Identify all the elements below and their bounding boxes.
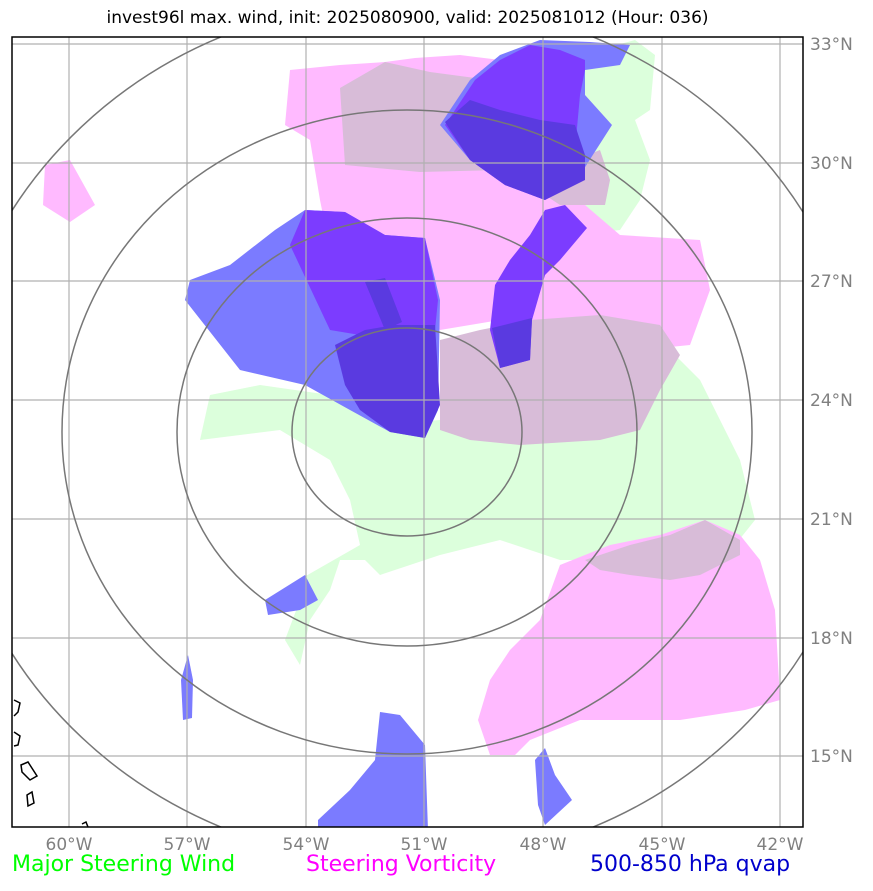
lat-tick-labels: 33°N 30°N 27°N 24°N 21°N 18°N 15°N	[810, 35, 853, 767]
lat-tick-label: 24°N	[810, 391, 853, 411]
qvap-region-south-east	[535, 748, 572, 825]
range-ring-3	[61, 109, 753, 755]
lat-tick-label: 30°N	[810, 154, 853, 174]
legend-vorticity: Steering Vorticity	[306, 852, 497, 877]
lat-tick-label: 27°N	[810, 272, 853, 292]
qvap-region-south	[318, 712, 428, 827]
coast-4	[26, 790, 35, 808]
coast-3	[20, 761, 39, 781]
lon-tick-label: 48°W	[520, 835, 567, 855]
map-frame	[11, 36, 804, 828]
coast-2	[13, 731, 21, 747]
map-area	[12, 37, 803, 827]
coastlines	[13, 699, 89, 827]
qvap-overlap-shading	[335, 100, 585, 438]
deep-region-west	[335, 325, 440, 438]
map-title: invest96l max. wind, init: 2025080900, v…	[106, 8, 709, 28]
range-ring-1	[291, 327, 523, 537]
legend-wind: Major Steering Wind	[12, 852, 236, 877]
graticule	[12, 37, 803, 827]
coast-1	[13, 699, 21, 717]
lat-tick-label: 21°N	[810, 510, 853, 530]
lon-tick-labels: 60°W 57°W 54°W 51°W 48°W 45°W 42°W	[46, 835, 804, 855]
deep-region-east	[492, 318, 532, 368]
lat-tick-label: 15°N	[810, 747, 853, 767]
qvap-region-small	[265, 575, 318, 615]
lat-tick-label: 18°N	[810, 629, 853, 649]
lat-tick-label: 33°N	[810, 35, 853, 55]
range-rings	[12, 37, 803, 827]
lon-tick-label: 45°W	[639, 835, 686, 855]
lon-tick-label: 54°W	[283, 835, 330, 855]
range-ring-2	[176, 217, 638, 647]
lon-tick-label: 60°W	[46, 835, 93, 855]
lon-tick-label: 57°W	[164, 835, 211, 855]
coast-5	[81, 820, 89, 827]
lon-tick-label: 51°W	[401, 835, 448, 855]
deep-region-strip	[365, 278, 402, 330]
lon-tick-label: 42°W	[757, 835, 804, 855]
deep-region-northeast	[445, 100, 585, 200]
legend-qvap: 500-850 hPa qvap	[590, 852, 791, 877]
dark-region-west	[290, 210, 438, 335]
